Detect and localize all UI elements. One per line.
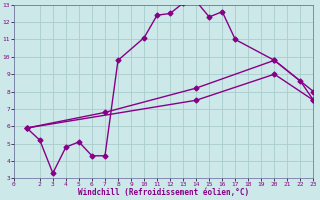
X-axis label: Windchill (Refroidissement éolien,°C): Windchill (Refroidissement éolien,°C): [78, 188, 249, 197]
